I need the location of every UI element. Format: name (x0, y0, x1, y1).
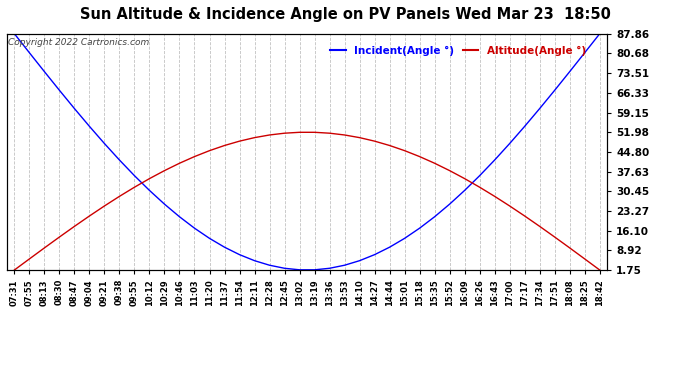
Text: Copyright 2022 Cartronics.com: Copyright 2022 Cartronics.com (8, 39, 149, 48)
Text: Sun Altitude & Incidence Angle on PV Panels Wed Mar 23  18:50: Sun Altitude & Incidence Angle on PV Pan… (79, 8, 611, 22)
Legend: Incident(Angle °), Altitude(Angle °): Incident(Angle °), Altitude(Angle °) (326, 41, 590, 60)
